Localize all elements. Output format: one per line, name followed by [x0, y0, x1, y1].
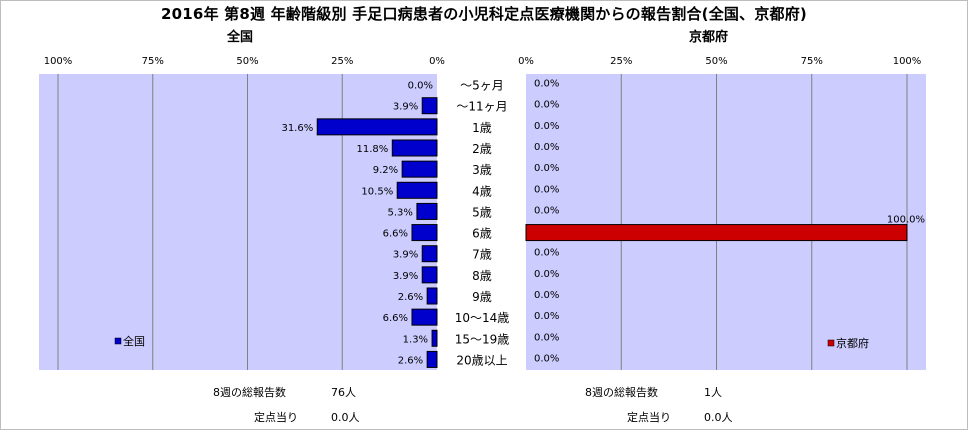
national-data-label: 3.9% [393, 250, 418, 261]
category-label: ～5ヶ月 [460, 79, 504, 93]
national-x-tick-label: 100% [44, 56, 73, 67]
national-x-tick-label: 50% [236, 56, 258, 67]
kyoto-x-tick-label: 50% [705, 56, 727, 67]
category-label: 5歳 [472, 205, 492, 219]
national-data-label: 3.9% [393, 102, 418, 113]
national-data-label: 2.6% [398, 355, 423, 366]
panel-title-national: 全国 [227, 30, 254, 45]
kyoto-data-label: 0.0% [534, 332, 559, 343]
panel-title-kyoto: 京都府 [689, 30, 729, 45]
kyoto-data-label: 0.0% [534, 248, 559, 259]
national-data-label: 2.6% [398, 292, 423, 303]
national-bar [426, 350, 438, 368]
kyoto-data-label: 100.0% [887, 215, 925, 226]
kyoto-data-label: 0.0% [534, 184, 559, 195]
kyoto-data-label: 0.0% [534, 353, 559, 364]
kyoto-data-label: 0.0% [534, 163, 559, 174]
national-data-label: 3.9% [393, 271, 418, 282]
national-x-tick-label: 0% [429, 56, 445, 67]
category-label: 15～19歳 [455, 332, 510, 346]
kyoto-data-label: 0.0% [534, 100, 559, 111]
national-data-label: 9.2% [373, 165, 398, 176]
kyoto-x-tick-label: 100% [893, 56, 922, 67]
kyoto-x-tick-label: 0% [518, 56, 534, 67]
national-total-value: 76人 [331, 386, 356, 399]
national-bar [396, 181, 438, 199]
national-data-label: 6.6% [383, 313, 408, 324]
national-bar [421, 97, 438, 115]
national-bar [411, 224, 438, 242]
category-label: 8歳 [472, 269, 492, 283]
national-data-label: 1.3% [403, 334, 428, 345]
national-data-label: 11.8% [356, 144, 388, 155]
kyoto-plot-area [526, 74, 926, 370]
category-label: 7歳 [472, 248, 492, 262]
national-x-tick-label: 75% [142, 56, 164, 67]
national-bar [421, 245, 438, 263]
national-per-value: 0.0人 [331, 411, 360, 424]
category-label: 4歳 [472, 184, 492, 198]
national-per-label: 定点当り [254, 411, 298, 424]
kyoto-data-label: 0.0% [534, 311, 559, 322]
national-bar [416, 202, 438, 220]
kyoto-data-label: 0.0% [534, 79, 559, 90]
kyoto-per-value: 0.0人 [704, 411, 733, 424]
kyoto-data-label: 0.0% [534, 269, 559, 280]
kyoto-x-tick-label: 75% [801, 56, 823, 67]
national-data-label: 31.6% [281, 123, 313, 134]
national-data-label: 10.5% [361, 186, 393, 197]
national-bar [401, 160, 438, 178]
kyoto-data-label: 0.0% [534, 290, 559, 301]
national-total-label: 8週の総報告数 [213, 386, 286, 399]
national-bar [316, 118, 438, 136]
category-label: 6歳 [472, 227, 492, 241]
category-label: 3歳 [472, 163, 492, 177]
national-legend-label: 全国 [123, 334, 145, 348]
national-bar [391, 139, 438, 157]
category-label: 1歳 [472, 121, 492, 135]
kyoto-x-tick-label: 25% [610, 56, 632, 67]
kyoto-total-value: 1人 [704, 386, 722, 399]
national-bar [421, 266, 438, 284]
national-data-label: 0.0% [408, 81, 433, 92]
national-bar [411, 308, 438, 326]
kyoto-data-label: 0.0% [534, 121, 559, 132]
category-label: 20歳以上 [456, 353, 507, 367]
national-data-label: 6.6% [383, 229, 408, 240]
kyoto-legend-swatch [827, 339, 835, 347]
kyoto-data-label: 0.0% [534, 142, 559, 153]
chart-title: 2016年 第8週 年齢階級別 手足口病患者の小児科定点医療機関からの報告割合(… [161, 5, 807, 23]
kyoto-legend-label: 京都府 [836, 336, 869, 350]
national-x-tick-label: 25% [331, 56, 353, 67]
category-label: 10～14歳 [455, 311, 510, 325]
national-bar [431, 329, 438, 347]
kyoto-per-label: 定点当り [627, 411, 671, 424]
kyoto-bar [525, 224, 908, 242]
category-label: 2歳 [472, 142, 492, 156]
national-legend-swatch [114, 337, 122, 345]
category-label: 9歳 [472, 290, 492, 304]
national-bar [426, 287, 438, 305]
national-data-label: 5.3% [388, 207, 413, 218]
category-label: ～11ヶ月 [456, 100, 507, 114]
kyoto-data-label: 0.0% [534, 205, 559, 216]
kyoto-total-label: 8週の総報告数 [585, 386, 658, 399]
